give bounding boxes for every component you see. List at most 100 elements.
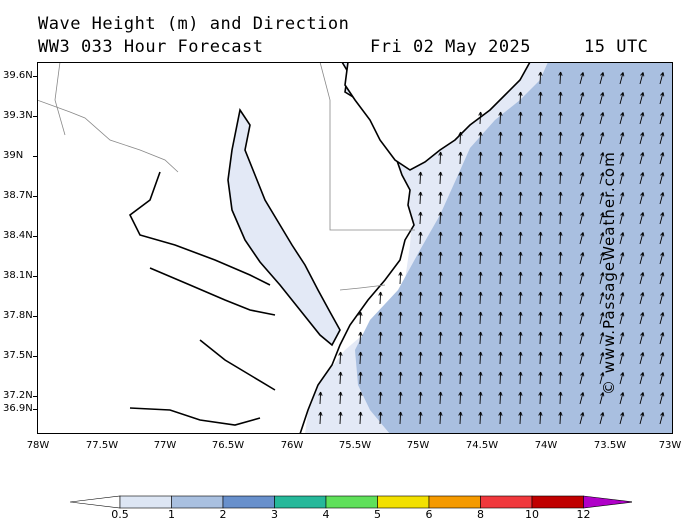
- colorbar-max-arrow: [583, 495, 632, 509]
- wave-arrow-head: [380, 291, 383, 296]
- wave-arrow: [479, 191, 482, 205]
- wave-arrow-head: [458, 191, 462, 196]
- wave-arrow-head: [498, 171, 502, 176]
- wave-arrow-head: [338, 391, 342, 396]
- wave-arrow-head: [560, 211, 563, 216]
- wave-arrow: [559, 151, 562, 165]
- wave-arrow: [459, 351, 462, 365]
- colorbar-label: 6: [425, 508, 433, 521]
- wave-arrow-head: [358, 391, 362, 396]
- lat-label: 39.6N: [3, 70, 33, 81]
- wave-arrow-head: [582, 292, 585, 297]
- wave-arrow-head: [560, 291, 563, 296]
- wave-arrow-head: [558, 331, 562, 336]
- forecast-model: WW3 033 Hour Forecast: [38, 37, 264, 57]
- wave-arrow-head: [440, 371, 443, 376]
- wave-arrow: [519, 331, 522, 345]
- wave-arrow-head: [418, 311, 422, 316]
- wave-arrow-head: [500, 171, 503, 176]
- wave-arrow-head: [420, 251, 423, 256]
- wave-arrow-head: [518, 111, 522, 116]
- wave-arrow-head: [460, 411, 463, 416]
- wave-arrow-head: [500, 371, 503, 376]
- wave-arrow: [559, 91, 562, 105]
- wave-arrow: [619, 112, 624, 125]
- wave-arrow: [639, 152, 644, 165]
- wave-arrow: [499, 191, 502, 205]
- wave-arrow: [539, 391, 542, 405]
- wave-arrow-head: [558, 191, 562, 196]
- wave-arrow-head: [640, 92, 644, 96]
- wave-arrow: [539, 211, 542, 225]
- wave-arrow: [579, 72, 584, 85]
- map-title: Wave Height (m) and Direction: [38, 14, 350, 34]
- wave-arrow-head: [538, 371, 542, 376]
- wave-arrow-head: [602, 392, 605, 397]
- wave-arrow-head: [600, 212, 604, 216]
- wave-arrow: [639, 192, 644, 205]
- wave-arrow-head: [480, 171, 483, 176]
- wave-arrow-head: [378, 371, 382, 376]
- wave-arrow-head: [620, 372, 624, 376]
- wave-arrow-head: [440, 351, 443, 356]
- wave-arrow-head: [400, 411, 403, 416]
- wave-arrow-head: [540, 111, 543, 116]
- wave-arrow: [619, 292, 624, 305]
- wave-arrow-head: [538, 251, 542, 256]
- wave-arrow-head: [580, 312, 584, 316]
- wave-arrow-head: [498, 131, 502, 136]
- wave-arrow: [339, 391, 342, 405]
- wave-arrow-head: [582, 252, 585, 257]
- wave-arrow: [539, 411, 542, 425]
- wave-arrow: [619, 232, 624, 245]
- wave-arrow-head: [480, 331, 483, 336]
- wave-arrow: [659, 392, 664, 405]
- wave-arrow-head: [642, 112, 645, 117]
- wave-arrow: [639, 232, 644, 245]
- wave-arrow-head: [380, 311, 383, 316]
- wave-arrow-head: [640, 412, 644, 416]
- wave-arrow: [419, 191, 422, 205]
- wave-arrow: [559, 231, 562, 245]
- wave-arrow: [599, 112, 604, 125]
- wave-arrow-head: [602, 152, 605, 157]
- wave-arrow-head: [458, 371, 462, 376]
- wave-arrow-head: [520, 211, 523, 216]
- wave-arrow: [439, 411, 442, 425]
- wave-arrow-head: [662, 172, 665, 177]
- wave-arrow-head: [518, 231, 522, 236]
- wave-arrow-head: [660, 72, 664, 76]
- wave-arrow-head: [478, 411, 482, 416]
- wave-arrow-head: [500, 391, 503, 396]
- wave-arrow: [359, 331, 362, 345]
- wave-arrow-head: [440, 231, 443, 236]
- wave-arrow-head: [558, 311, 562, 316]
- wave-arrow-head: [580, 252, 584, 256]
- state-border: [339, 284, 386, 291]
- wave-arrow-head: [520, 131, 523, 136]
- wave-arrow: [559, 191, 562, 205]
- wave-arrow: [539, 111, 542, 125]
- wave-arrow-head: [498, 291, 502, 296]
- wave-arrow-head: [602, 212, 605, 217]
- wave-arrow: [659, 372, 664, 385]
- wave-arrow: [639, 272, 644, 285]
- wave-arrow-head: [420, 171, 423, 176]
- wave-arrow-head: [320, 411, 323, 416]
- sea-high-zone: [355, 62, 673, 434]
- lat-tick: [33, 196, 37, 197]
- lat-tick: [33, 396, 37, 397]
- wave-arrow-head: [620, 132, 624, 136]
- wave-arrow-head: [580, 332, 584, 336]
- wave-arrow-head: [538, 151, 542, 156]
- wave-arrow-head: [378, 391, 382, 396]
- wave-arrow-head: [338, 411, 342, 416]
- wave-arrow-head: [438, 311, 442, 316]
- wave-arrow-head: [440, 291, 443, 296]
- wave-arrow-head: [398, 291, 402, 296]
- wave-arrow-head: [498, 351, 502, 356]
- wave-arrow: [459, 151, 462, 165]
- wave-arrow-head: [538, 171, 542, 176]
- wave-arrow-head: [558, 231, 562, 236]
- wave-arrow-head: [620, 292, 624, 296]
